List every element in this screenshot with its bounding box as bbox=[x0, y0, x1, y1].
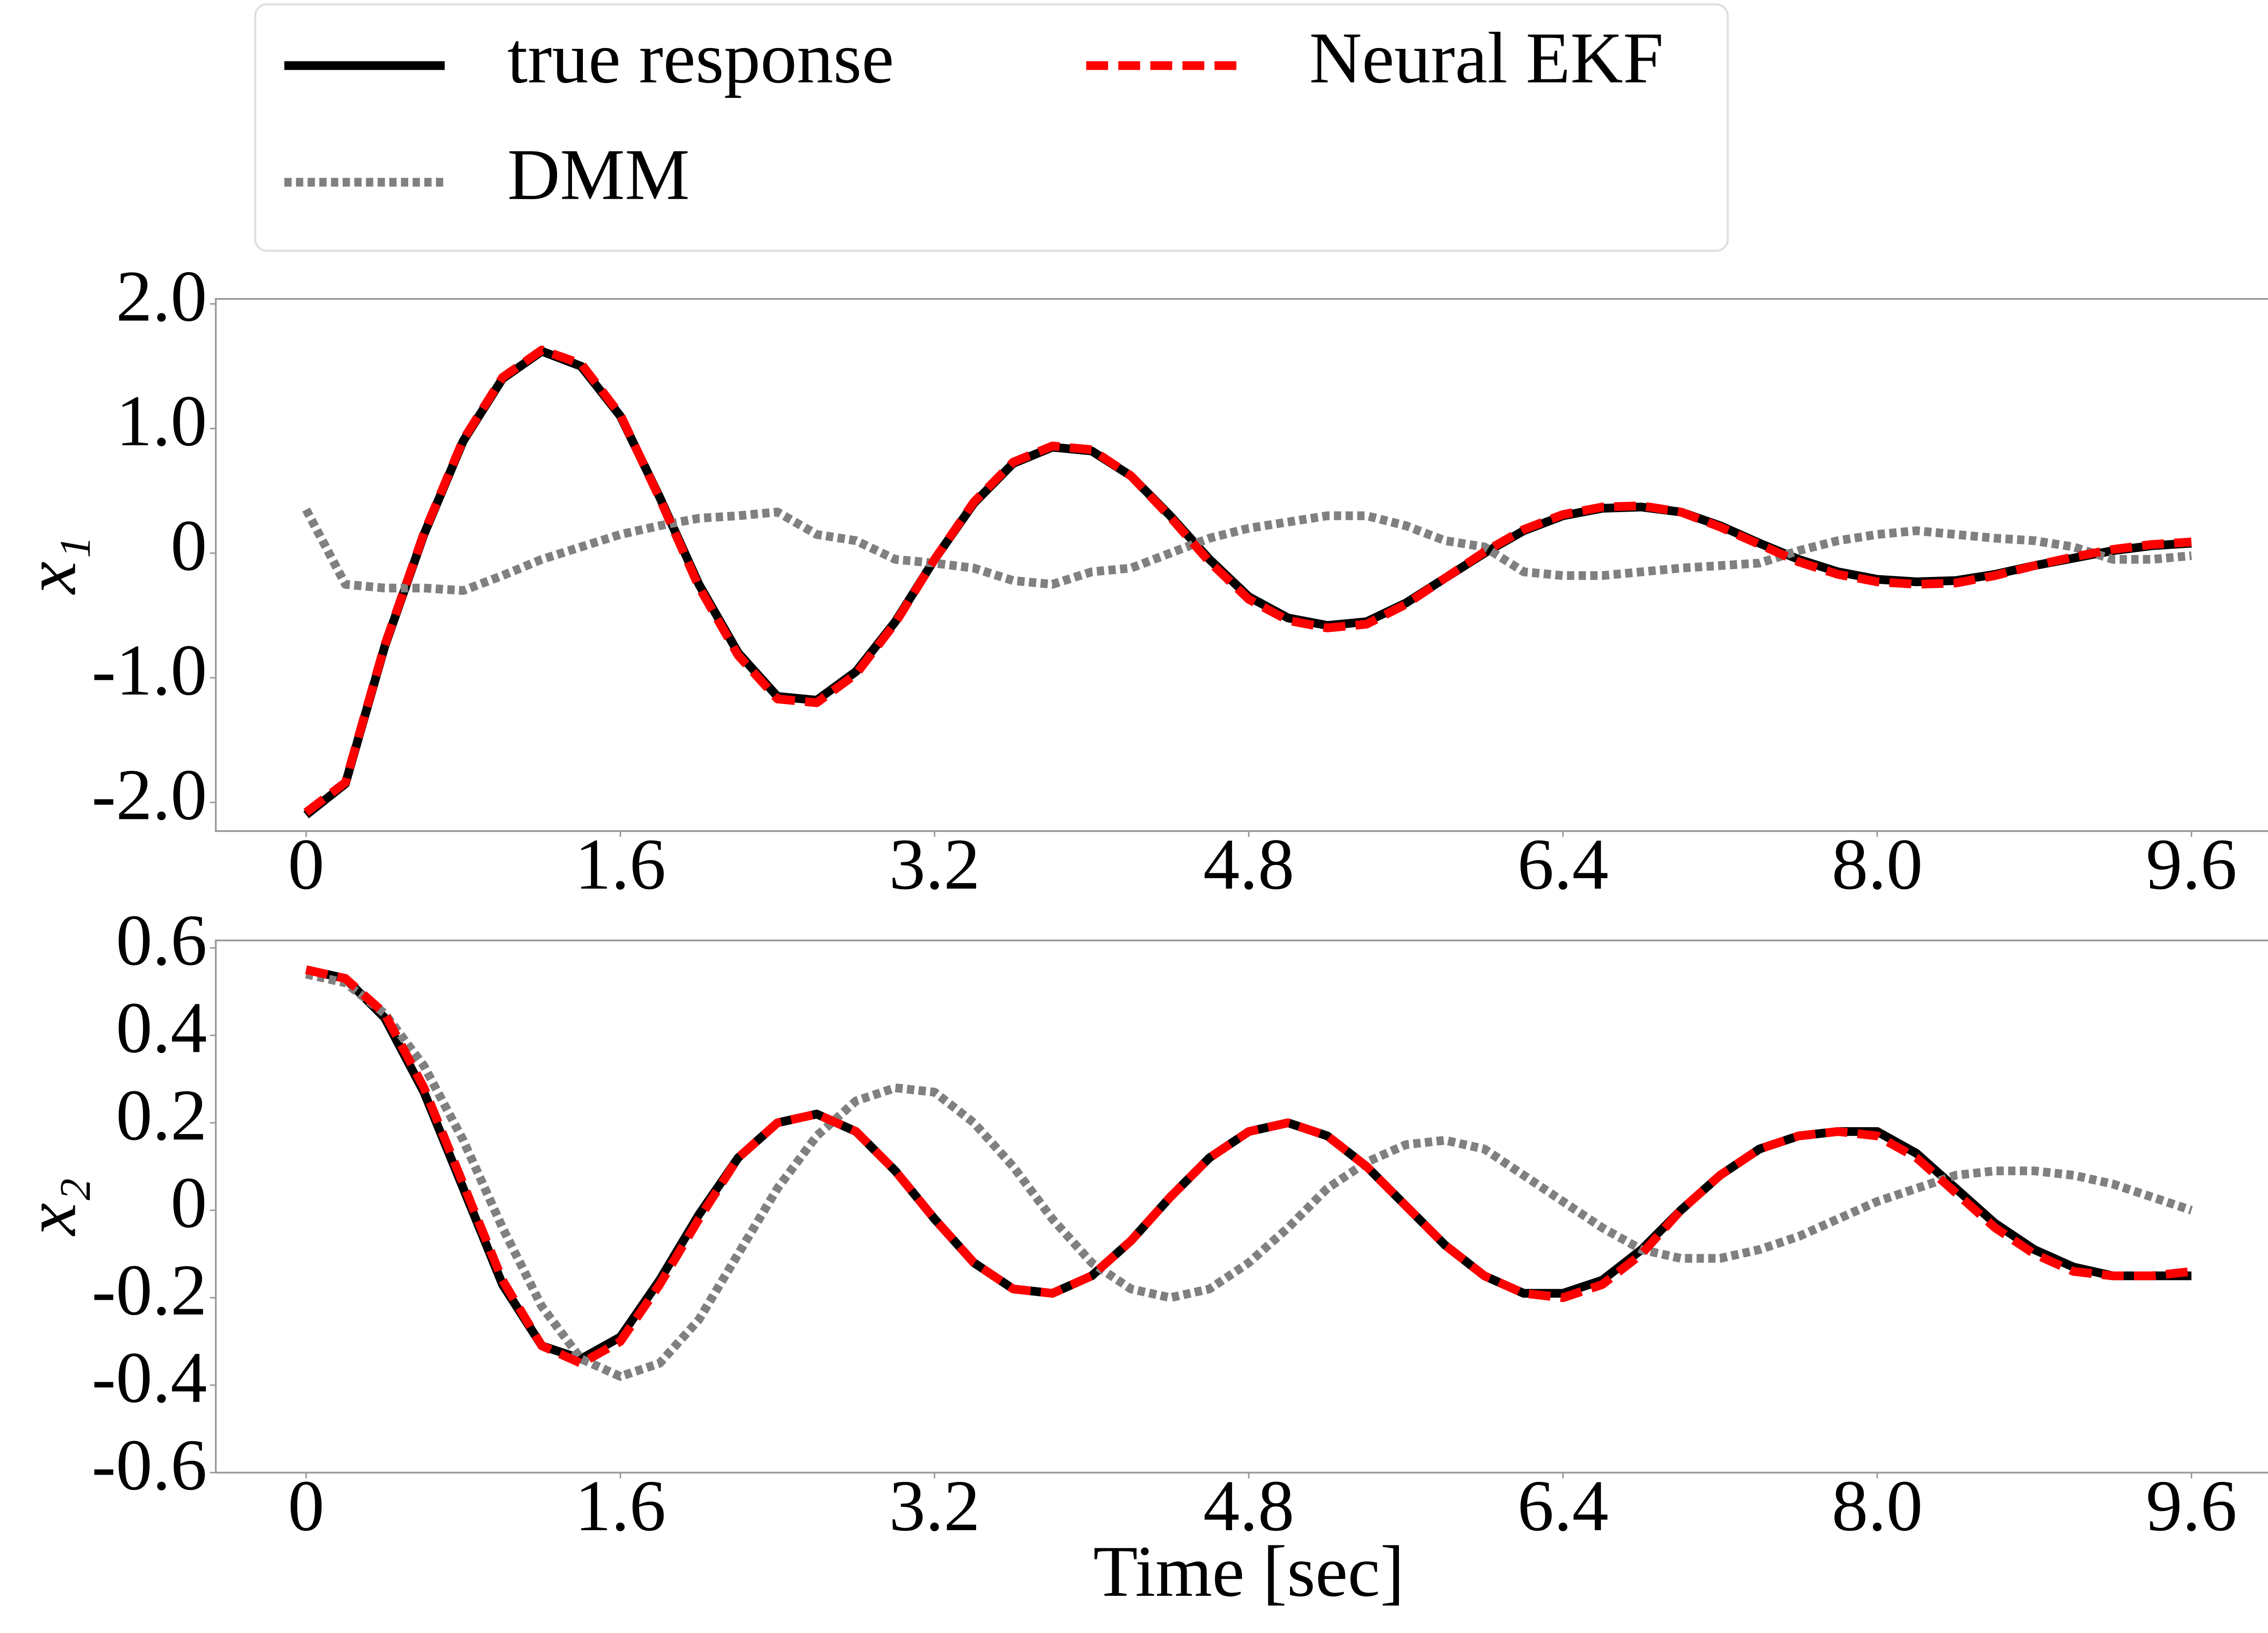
legend-label: true response bbox=[508, 18, 894, 98]
x-tick-label: 1.6 bbox=[575, 824, 666, 905]
series-line bbox=[303, 345, 2192, 816]
x-tick-label: 0 bbox=[288, 824, 324, 905]
x-tick-label: 9.6 bbox=[2146, 824, 2237, 905]
x-tick-label: 1.6 bbox=[575, 1465, 666, 1546]
legend-label: DMM bbox=[508, 134, 690, 215]
y-tick-label: 0 bbox=[171, 1162, 207, 1243]
x-tick-label: 8.0 bbox=[1832, 824, 1923, 905]
x-tick-label: 6.4 bbox=[1517, 1465, 1608, 1546]
x-tick-label: 8.0 bbox=[1832, 1465, 1923, 1546]
legend-box bbox=[254, 3, 1729, 252]
y-axis-label: x₁ bbox=[10, 536, 91, 595]
series-line bbox=[305, 965, 2192, 1368]
y-tick-label: 0 bbox=[171, 505, 207, 586]
plot-frame bbox=[215, 298, 2268, 832]
y-tick-label: 0.4 bbox=[116, 987, 207, 1068]
series-line bbox=[302, 507, 2192, 595]
y-tick-label: 2.0 bbox=[116, 256, 207, 337]
x-tick-label: 0 bbox=[288, 1465, 324, 1546]
x-tick-label: 9.6 bbox=[2146, 1465, 2237, 1546]
legend-label: Neural EKF bbox=[1309, 18, 1663, 98]
y-tick-label: 0.2 bbox=[116, 1075, 207, 1155]
x-axis-label: Time [sec] bbox=[1093, 1531, 1404, 1612]
y-tick-label: -0.2 bbox=[92, 1250, 207, 1330]
y-tick-label: 0.6 bbox=[116, 900, 207, 980]
y-tick-label: -0.6 bbox=[92, 1424, 207, 1505]
x-tick-label: 4.8 bbox=[1203, 824, 1295, 905]
x-tick-label: 3.2 bbox=[889, 1465, 980, 1546]
series-line bbox=[305, 970, 2193, 1381]
y-tick-label: -2.0 bbox=[92, 754, 207, 835]
y-tick-label: -1.0 bbox=[92, 630, 207, 710]
y-tick-label: -0.4 bbox=[92, 1337, 207, 1418]
x-tick-label: 3.2 bbox=[889, 824, 980, 905]
y-axis-label: x₂ bbox=[10, 1178, 91, 1236]
x-tick-label: 6.4 bbox=[1517, 824, 1608, 905]
series-line bbox=[305, 965, 2192, 1364]
y-tick-label: 1.0 bbox=[116, 381, 207, 461]
plot-frame bbox=[215, 939, 2268, 1474]
x-tick-label: 4.8 bbox=[1203, 1465, 1295, 1546]
